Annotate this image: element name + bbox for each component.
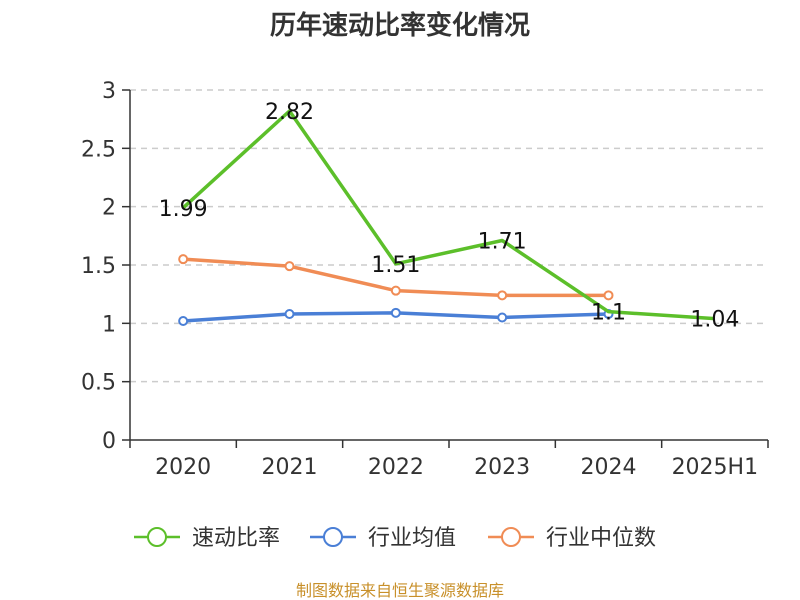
y-tick-label: 2 bbox=[102, 196, 116, 221]
data-point[interactable] bbox=[178, 316, 189, 326]
data-point[interactable] bbox=[178, 254, 189, 265]
data-point[interactable] bbox=[390, 285, 401, 296]
y-tick-label: 0.5 bbox=[81, 371, 116, 396]
data-point[interactable] bbox=[497, 312, 508, 323]
legend-item[interactable]: 行业中位数 bbox=[488, 526, 656, 551]
x-tick-label: 2022 bbox=[368, 455, 424, 480]
legend-label: 行业中位数 bbox=[546, 526, 656, 551]
y-tick-label: 3 bbox=[102, 79, 116, 104]
data-point[interactable] bbox=[284, 261, 295, 272]
data-labels: 1.99 2.82 1.51 1.71 1.1 1.04 bbox=[159, 100, 740, 333]
legend-marker bbox=[147, 527, 167, 547]
legend-marker bbox=[501, 527, 521, 547]
legend-item[interactable]: 速动比率 bbox=[134, 526, 280, 551]
y-tick-label: 1.5 bbox=[81, 254, 116, 279]
data-label: 1.71 bbox=[478, 230, 527, 255]
data-label: 2.82 bbox=[265, 100, 314, 125]
legend[interactable]: 速动比率 行业均值 行业中位数 bbox=[134, 526, 656, 551]
legend-marker bbox=[323, 527, 343, 547]
data-label: 1.04 bbox=[690, 308, 739, 333]
series-line bbox=[181, 109, 715, 321]
data-point[interactable] bbox=[603, 290, 614, 301]
data-point[interactable] bbox=[284, 309, 295, 319]
x-tick-label: 2021 bbox=[262, 455, 318, 480]
x-tick-label: 2025H1 bbox=[672, 455, 759, 480]
data-point[interactable] bbox=[390, 307, 401, 318]
x-tick-label: 2024 bbox=[581, 455, 637, 480]
data-label: 1.1 bbox=[591, 301, 626, 326]
legend-label: 行业均值 bbox=[368, 526, 456, 551]
legend-item[interactable]: 行业均值 bbox=[310, 526, 456, 551]
source-note: 制图数据来自恒生聚源数据库 bbox=[296, 581, 504, 600]
data-label: 1.99 bbox=[159, 197, 208, 222]
legend-label: 速动比率 bbox=[192, 526, 280, 551]
x-tick-label: 2020 bbox=[155, 455, 211, 480]
y-tick-label: 2.5 bbox=[81, 137, 116, 162]
axes: 0 0.5 1 1.5 2 2.5 3 2020 2021 2022 2023 2024 2025H1 bbox=[81, 79, 769, 480]
y-tick-label: 0 bbox=[102, 429, 116, 454]
data-label: 1.51 bbox=[371, 253, 420, 278]
grid-lines bbox=[130, 89, 768, 383]
y-tick-label: 1 bbox=[102, 312, 116, 337]
series-layer bbox=[178, 109, 715, 326]
chart-title: 历年速动比率变化情况 bbox=[270, 10, 530, 41]
data-point[interactable] bbox=[497, 290, 508, 301]
x-tick-label: 2023 bbox=[474, 455, 530, 480]
